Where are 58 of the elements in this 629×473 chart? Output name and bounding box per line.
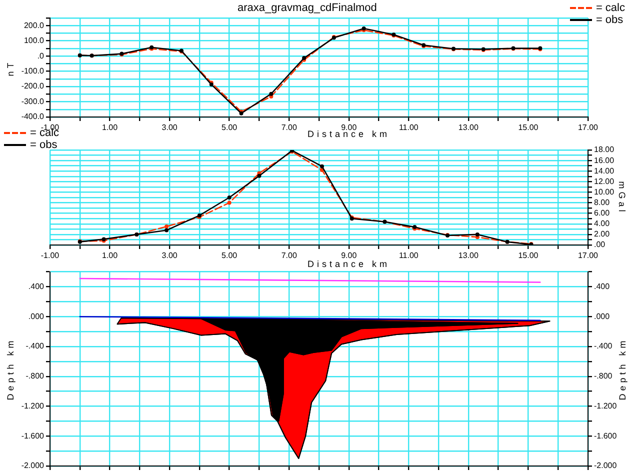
y-tick-label: -.400: [26, 342, 45, 351]
x-tick-label: 7.00: [281, 251, 298, 260]
y-axis-title: Depth km: [4, 338, 15, 400]
x-axis-title: Distance km: [308, 259, 390, 269]
x-tick-label: 1.00: [102, 123, 118, 132]
y2-tick-label: 14.00: [594, 166, 615, 176]
y2-tick-label: 2.00: [594, 230, 610, 239]
y2-tick-label: -1.200: [594, 401, 618, 410]
y-tick-label: .000: [28, 312, 45, 321]
y2-axis-title: Depth km: [616, 338, 627, 400]
y-axis-title: nT: [4, 59, 15, 76]
legend-label: = obs: [30, 139, 58, 151]
y-tick-label: -100.0: [21, 66, 45, 76]
y2-tick-label: .000: [594, 312, 610, 321]
y2-tick-label: 6.00: [594, 208, 610, 218]
y2-tick-label: -.800: [594, 372, 613, 381]
y2-tick-label: -1.600: [594, 431, 618, 440]
legend-label: = obs: [596, 14, 624, 26]
y2-tick-label: .400: [594, 282, 610, 291]
x-tick-label: 5.00: [222, 123, 238, 132]
y2-tick-label: .00: [594, 240, 606, 250]
x-tick-label: 3.00: [162, 251, 178, 260]
y2-tick-label: 16.00: [594, 156, 615, 165]
y-tick-label: -1.600: [21, 431, 45, 440]
y2-tick-label: 12.00: [594, 176, 615, 186]
y-tick-label: -400.0: [21, 112, 45, 122]
x-tick-label: 15.00: [518, 123, 539, 132]
y-tick-label: 200.0: [24, 20, 45, 30]
y-tick-label: -200.0: [21, 82, 45, 91]
x-tick-label: 3.00: [162, 123, 178, 132]
x-tick-label: 17.00: [578, 123, 599, 132]
x-tick-label: 17.00: [578, 251, 599, 260]
y2-tick-label: 8.00: [594, 198, 610, 207]
y-tick-label: -2.000: [21, 461, 45, 470]
y2-tick-label: 18.00: [594, 145, 615, 154]
legend-label: = calc: [596, 2, 625, 14]
chart-title: araxa_gravmag_cdFinalmod: [238, 2, 377, 14]
y2-tick-label: 4.00: [594, 219, 610, 228]
x-tick-label: 13.00: [458, 123, 479, 132]
y2-axis-title: mGal: [616, 180, 627, 214]
x-tick-label: 1.00: [102, 251, 118, 260]
y-tick-label: -.800: [26, 372, 45, 381]
y2-tick-label: -.400: [594, 342, 613, 351]
x-tick-label: 15.00: [518, 251, 539, 260]
y2-tick-label: -2.000: [594, 461, 618, 470]
y-tick-label: -300.0: [21, 96, 45, 106]
y2-tick-label: 10.00: [594, 187, 615, 196]
x-tick-label: 5.00: [222, 251, 238, 260]
x-tick-label: 11.00: [398, 123, 419, 132]
x-tick-label: 11.00: [398, 251, 419, 260]
y-tick-label: -1.200: [21, 401, 45, 410]
x-tick-label: -1.00: [40, 251, 60, 260]
y-tick-label: .0: [37, 51, 45, 60]
y-tick-label: 100.0: [24, 36, 45, 46]
x-tick-label: 13.00: [458, 251, 479, 260]
x-tick-label: 7.00: [281, 123, 298, 132]
x-tick-label: 9.00: [341, 251, 358, 260]
y-tick-label: .400: [28, 282, 45, 291]
